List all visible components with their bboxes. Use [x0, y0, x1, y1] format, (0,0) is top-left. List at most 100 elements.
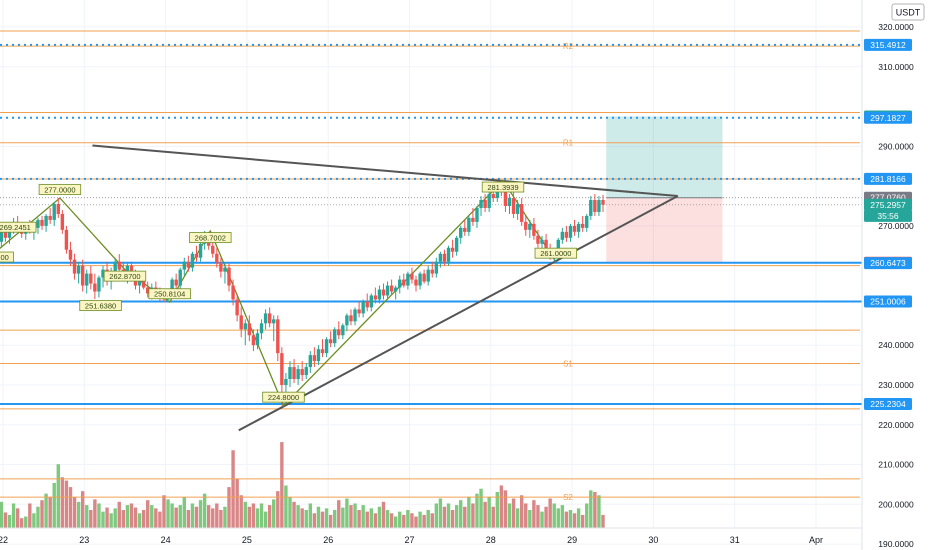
currency-button-label: USDT: [896, 8, 921, 18]
candle-body: [454, 237, 459, 252]
candle-body: [198, 243, 203, 258]
candle-body: [316, 349, 321, 362]
candle-body: [292, 367, 296, 380]
candle-body: [324, 339, 329, 354]
candle-body: [349, 315, 353, 322]
candle-body: [385, 285, 390, 296]
volume-bar: [524, 503, 528, 528]
volume-bar: [24, 516, 28, 528]
volume-bar: [532, 500, 536, 528]
volume-bar: [48, 496, 52, 528]
price-axis[interactable]: [861, 0, 932, 550]
volume-bar: [434, 503, 439, 528]
volume-bar: [568, 510, 573, 528]
price-tick-labels: 320.0000 310.0000 290.0000 270.0000 240.0000…: [878, 22, 914, 549]
volume-bar: [36, 506, 40, 528]
currency-button[interactable]: USDT: [891, 3, 925, 21]
candle-body: [272, 319, 276, 324]
point-label-text: 268.7002: [195, 234, 226, 243]
volume-bar: [227, 487, 231, 528]
candle-body: [251, 335, 256, 346]
volume-bar: [247, 506, 252, 528]
volume-bar: [361, 505, 365, 528]
candle-body: [515, 203, 520, 214]
point-label-box: [38, 184, 82, 195]
price-marker-label: 225.2304: [870, 399, 906, 409]
volume-bar: [292, 501, 296, 528]
candle-body: [308, 355, 313, 368]
price-marker-label: 297.1827: [870, 113, 906, 123]
candle-body: [80, 265, 85, 286]
volume-bar: [406, 510, 410, 528]
point-label-box: [103, 270, 147, 282]
candle-body: [56, 203, 60, 214]
candle-body: [418, 273, 422, 286]
candle-body: [129, 265, 134, 276]
volume-bar: [284, 485, 288, 528]
volume-bar: [235, 478, 239, 528]
volume-bar: [316, 506, 321, 528]
volume-bar: [483, 501, 487, 528]
price-marker-label: 35:56: [877, 211, 899, 221]
volume-bar: [572, 513, 577, 528]
time-tick-label: 30: [648, 535, 658, 545]
volume-bar: [56, 464, 60, 528]
candle-body: [442, 253, 447, 262]
long-position-tool[interactable]: [606, 116, 723, 263]
candle-body: [194, 253, 199, 258]
candle-body: [536, 235, 540, 244]
price-marker-label: 275.2957: [870, 200, 906, 210]
volume-bar: [312, 513, 317, 528]
time-tick-label: 27: [404, 535, 414, 545]
volume-bar: [158, 511, 162, 528]
volume-bar: [304, 510, 308, 528]
volume-bar: [60, 477, 65, 528]
point-label-text: 261.0000: [540, 249, 571, 258]
volume-bar: [373, 513, 378, 528]
volume-bar: [141, 510, 146, 528]
price-axis-background: [862, 0, 932, 550]
volume-bar: [296, 505, 300, 528]
volume-bar: [19, 518, 24, 528]
volume-bar: [202, 493, 207, 528]
volume-bar: [544, 506, 548, 528]
volume-bar: [426, 510, 430, 528]
price-marker-label: 315.4912: [870, 40, 906, 50]
currency-button-frame: [891, 3, 925, 21]
volume-bar: [463, 506, 467, 528]
candle-body: [178, 269, 182, 286]
candle-body: [398, 279, 402, 288]
candle-body: [76, 265, 81, 274]
price-marker-box: [864, 295, 912, 308]
volume-bar: [97, 503, 101, 528]
time-tick-label: 25: [242, 535, 252, 545]
trendlines[interactable]: [92, 144, 679, 432]
horizontal-levels[interactable]: [0, 43, 862, 405]
candle-body: [564, 231, 569, 238]
volume-bar: [560, 505, 565, 528]
candle-body: [507, 198, 512, 206]
price-marker-box: [864, 111, 912, 124]
point-label-box: [262, 391, 305, 403]
candle-body: [373, 295, 378, 300]
candle-body: [467, 217, 471, 232]
time-axis[interactable]: 22 23 24 25 26 27 28 29 30 31 Apr: [0, 527, 862, 545]
time-tick-label: 23: [79, 535, 89, 545]
candle-body: [186, 261, 191, 268]
volume-bar: [454, 505, 459, 528]
volume-bar: [300, 508, 304, 528]
volume-bar: [44, 493, 48, 528]
volume-bar: [190, 503, 195, 528]
volume-bar: [353, 503, 357, 528]
candle-body: [593, 200, 597, 212]
price-tick-label: 240.0000: [878, 340, 914, 350]
volume-bar: [580, 514, 585, 528]
volume-bar: [206, 505, 211, 528]
price-tick-label: 200.0000: [878, 499, 914, 509]
time-tick-label: 24: [161, 535, 171, 545]
volume-bar: [393, 516, 398, 528]
candle-body: [40, 219, 44, 226]
price-marker-box: [864, 397, 912, 410]
